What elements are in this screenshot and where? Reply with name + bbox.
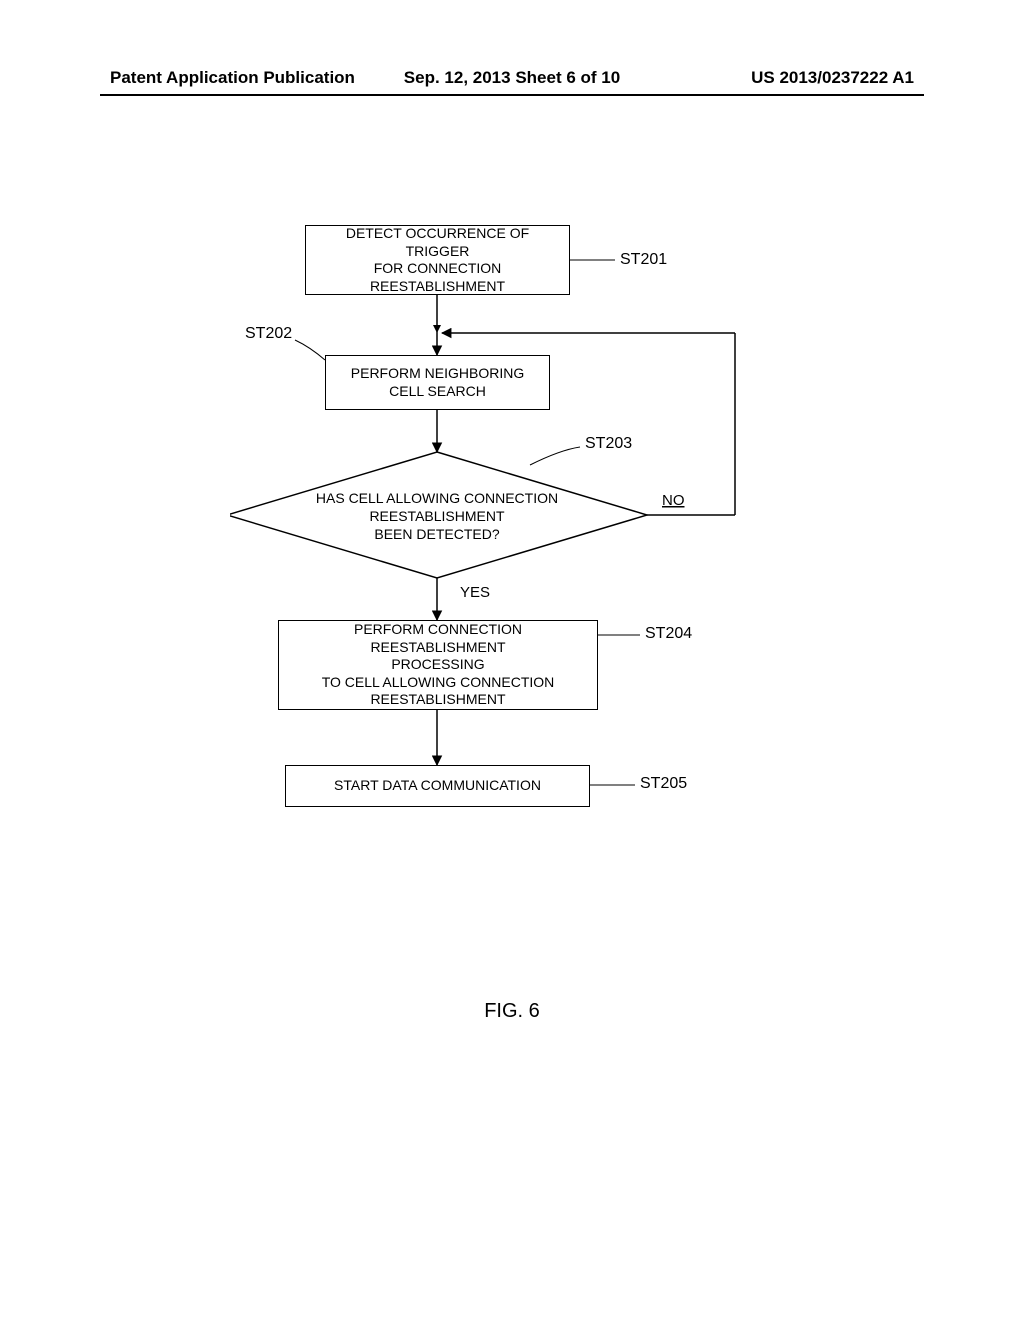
svg-text:REESTABLISHMENT: REESTABLISHMENT: [369, 508, 505, 524]
step5-line1: START DATA COMMUNICATION: [334, 777, 541, 795]
step-neighbor-search: PERFORM NEIGHBORING CELL SEARCH: [325, 355, 550, 410]
page: Patent Application Publication US 2013/0…: [0, 0, 1024, 1320]
step1-line3: REESTABLISHMENT: [370, 278, 505, 296]
decision-yes-label: YES: [460, 584, 490, 601]
label-st205: ST205: [640, 775, 687, 793]
step2-line1: PERFORM NEIGHBORING: [351, 365, 524, 383]
step1-line1: DETECT OCCURRENCE OF TRIGGER: [314, 225, 561, 260]
header-center: Sep. 12, 2013 Sheet 6 of 10: [0, 68, 1024, 88]
step-reestablish: PERFORM CONNECTION REESTABLISHMENT PROCE…: [278, 620, 598, 710]
step4-line3: TO CELL ALLOWING CONNECTION: [322, 674, 555, 692]
step4-line4: REESTABLISHMENT: [370, 691, 505, 709]
step-detect-trigger: DETECT OCCURRENCE OF TRIGGER FOR CONNECT…: [305, 225, 570, 295]
step2-line2: CELL SEARCH: [389, 383, 486, 401]
step4-line2: PROCESSING: [391, 656, 484, 674]
label-st203: ST203: [585, 435, 632, 453]
label-st202: ST202: [245, 325, 292, 343]
step-start-data: START DATA COMMUNICATION: [285, 765, 590, 807]
flowchart: HAS CELL ALLOWING CONNECTION REESTABLISH…: [230, 225, 790, 925]
svg-text:HAS CELL ALLOWING CONNECTION: HAS CELL ALLOWING CONNECTION: [316, 490, 558, 506]
decision-no-label: NO: [662, 492, 685, 509]
flowchart-svg: HAS CELL ALLOWING CONNECTION REESTABLISH…: [230, 225, 790, 925]
step4-line1: PERFORM CONNECTION REESTABLISHMENT: [287, 621, 589, 656]
header-rule: [100, 94, 924, 96]
figure-caption: FIG. 6: [0, 1000, 1024, 1023]
label-st204: ST204: [645, 625, 692, 643]
svg-text:BEEN DETECTED?: BEEN DETECTED?: [374, 526, 499, 542]
label-st201: ST201: [620, 251, 667, 269]
step1-line2: FOR CONNECTION: [374, 260, 502, 278]
